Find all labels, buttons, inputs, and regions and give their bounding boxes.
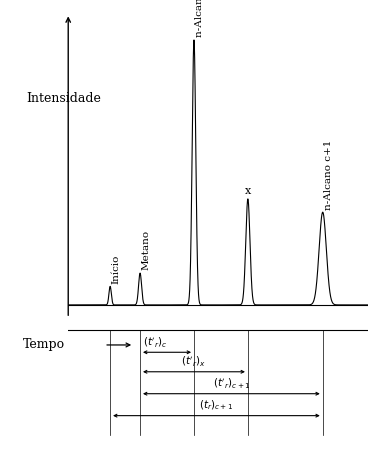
Text: n-Alcano c: n-Alcano c bbox=[195, 0, 204, 37]
Text: n-Alcano c+1: n-Alcano c+1 bbox=[324, 139, 333, 210]
Text: Início: Início bbox=[111, 254, 121, 284]
Text: $(t'_r)_{c+1}$: $(t'_r)_{c+1}$ bbox=[213, 376, 250, 390]
Text: $(t'_r)_x$: $(t'_r)_x$ bbox=[182, 354, 207, 368]
Text: $(t_r)_{c+1}$: $(t_r)_{c+1}$ bbox=[199, 398, 233, 412]
Text: $(t'_r)_c$: $(t'_r)_c$ bbox=[143, 335, 168, 348]
Text: x: x bbox=[245, 186, 251, 196]
Text: Metano: Metano bbox=[141, 230, 150, 270]
Text: Tempo: Tempo bbox=[23, 339, 65, 352]
Text: Intensidade: Intensidade bbox=[26, 92, 101, 105]
